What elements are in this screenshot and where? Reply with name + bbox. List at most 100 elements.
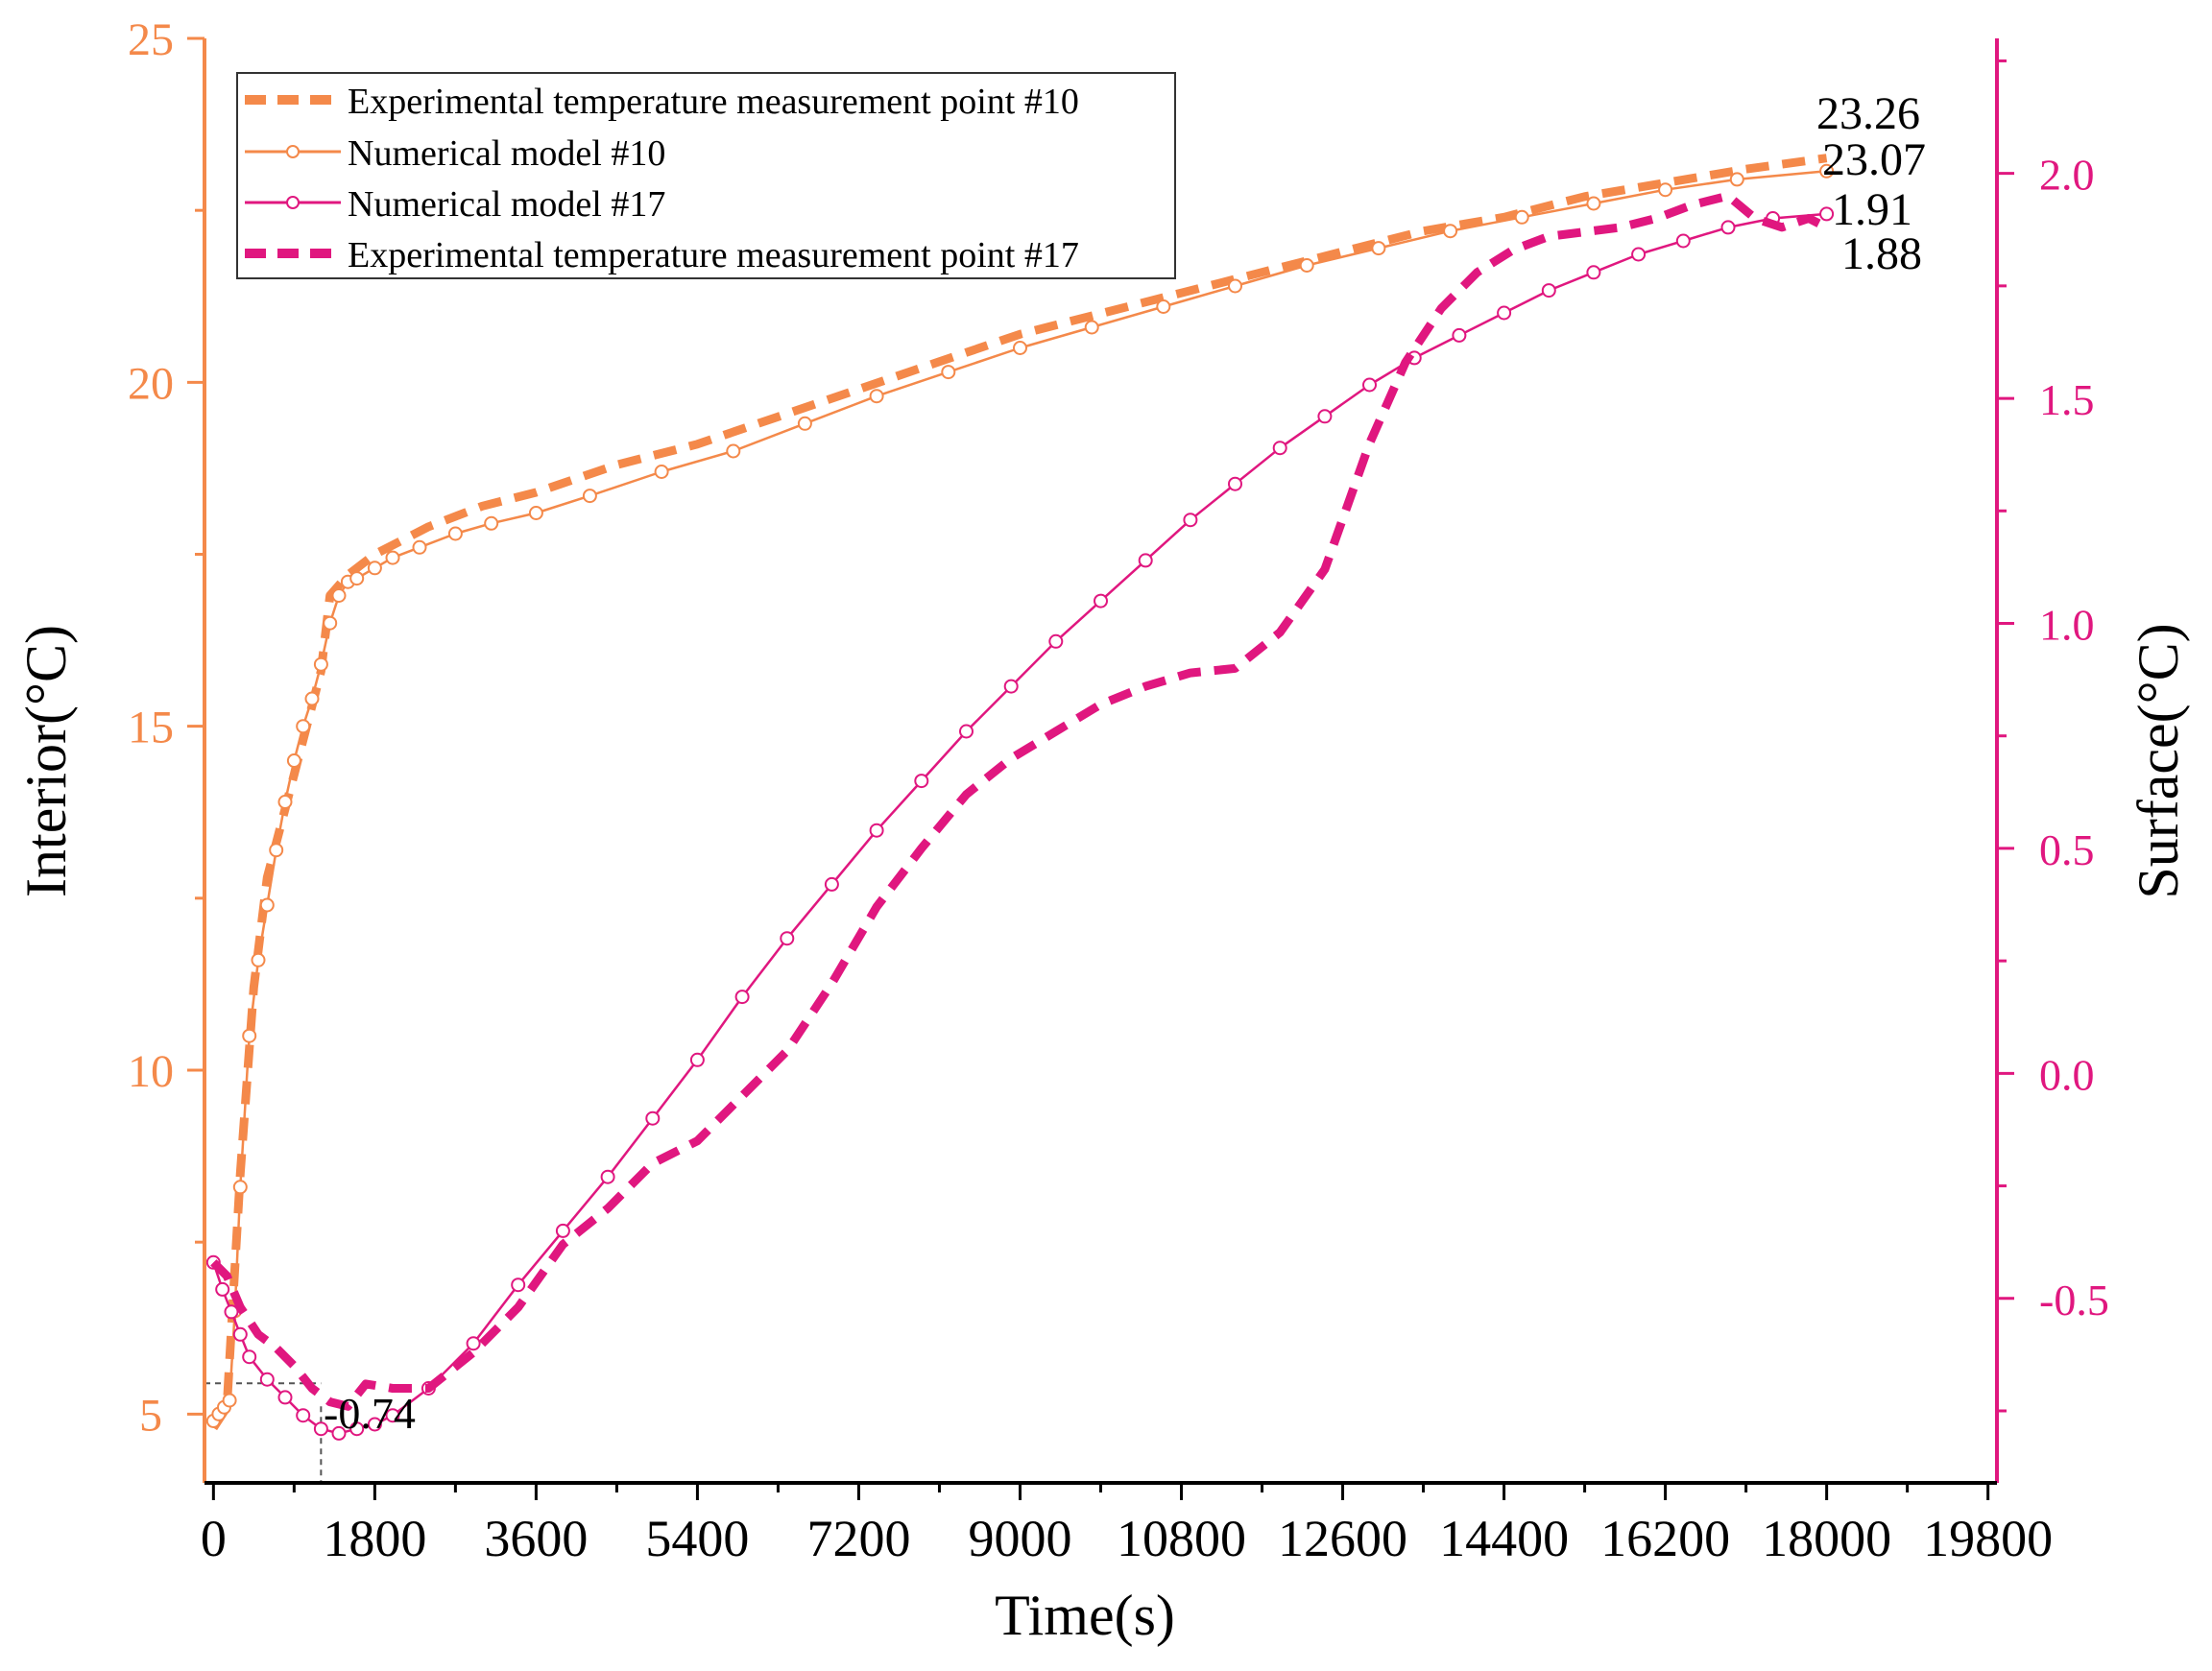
series-2-point-38 <box>1541 283 1556 298</box>
series-2-point-14 <box>466 1336 481 1351</box>
x-tick-label-2: 3600 <box>484 1510 588 1567</box>
legend-label-exp10: Experimental temperature measurement poi… <box>348 82 1079 122</box>
series-2-point-5 <box>259 1372 275 1387</box>
x-tick-label-0: 0 <box>201 1510 227 1567</box>
series-2-point-6 <box>277 1390 293 1405</box>
y-left-tick-label-1: 10 <box>128 1046 174 1097</box>
series-1-point-15 <box>323 615 338 631</box>
series-2-point-10 <box>349 1421 365 1437</box>
series-2-point-15 <box>511 1277 526 1293</box>
y-axis-right-label: Surface(°C) <box>2127 623 2190 898</box>
series-1-point-29 <box>869 389 884 404</box>
series-1-point-38 <box>1514 209 1529 225</box>
series-2-point-17 <box>600 1169 615 1184</box>
series-2-point-30 <box>1183 513 1198 528</box>
annotation-exp10-final: 23.26 <box>1816 88 1920 139</box>
series-2-point-33 <box>1317 409 1333 424</box>
y-left-tick-label-0: 5 <box>139 1390 162 1441</box>
series-1-point-19 <box>367 561 382 576</box>
y-right-tick-label-1: 0.0 <box>2039 1050 2095 1099</box>
legend-marker-num10 <box>286 145 300 158</box>
series-1-point-31 <box>1013 341 1027 355</box>
series-1-point-3 <box>222 1393 237 1408</box>
legend-marker-num17 <box>286 196 300 209</box>
legend-label-num17: Numerical model #17 <box>348 184 665 225</box>
series-2-point-27 <box>1048 633 1064 649</box>
series-2-point-20 <box>734 990 750 1005</box>
series-2-point-23 <box>869 823 884 838</box>
series-2-point-34 <box>1362 377 1377 393</box>
series-1-point-21 <box>412 539 427 555</box>
plot-area <box>204 154 1835 1483</box>
x-tick-label-8: 14400 <box>1439 1510 1569 1567</box>
series-1-point-8 <box>259 897 275 913</box>
series-1-point-22 <box>447 526 463 541</box>
series-2-point-37 <box>1497 305 1512 321</box>
annotation-num17-final: 1.91 <box>1832 184 1912 235</box>
y-right-tick-label-2: 0.5 <box>2039 825 2095 874</box>
series-1-point-25 <box>582 489 597 504</box>
series-1-point-37 <box>1443 224 1458 239</box>
x-tick-label-4: 7200 <box>806 1510 910 1567</box>
series-2-point-39 <box>1586 265 1601 280</box>
y-right-tick-label-5: 2.0 <box>2039 151 2095 200</box>
series-2-point-12 <box>385 1408 400 1423</box>
y-left-tick-label-4: 25 <box>128 14 174 65</box>
series-2-point-11 <box>367 1417 382 1432</box>
series-1-point-30 <box>941 365 956 380</box>
series-1-point-23 <box>484 515 499 531</box>
x-tick-label-10: 18000 <box>1762 1510 1891 1567</box>
series-2-point-21 <box>780 931 795 946</box>
series-1-point-26 <box>654 465 669 479</box>
series-2-point-36 <box>1452 327 1467 343</box>
y-right-tick-label-3: 1.0 <box>2039 601 2095 650</box>
x-tick-label-9: 16200 <box>1600 1510 1730 1567</box>
series-2-point-22 <box>824 876 839 892</box>
series-1-point-7 <box>251 952 266 967</box>
series-2-point-3 <box>232 1326 248 1342</box>
x-tick-label-1: 1800 <box>323 1510 426 1567</box>
y-left-tick-label-3: 20 <box>128 358 174 409</box>
series-1-point-41 <box>1729 172 1744 187</box>
series-1-point-6 <box>242 1028 257 1043</box>
y-right-tick-label-4: 1.5 <box>2039 375 2095 424</box>
annotation-minimum: -0.74 <box>324 1389 416 1438</box>
series-1-point-33 <box>1156 299 1171 314</box>
annotations: 23.26 23.07 1.91 1.88 -0.74 <box>324 88 1926 1438</box>
series-1-point-40 <box>1658 182 1673 198</box>
series-1-point-18 <box>349 571 365 586</box>
series-1-point-24 <box>528 506 543 520</box>
series-2-point-44 <box>1819 206 1835 222</box>
series-1-point-11 <box>286 753 301 768</box>
series-1-point-12 <box>296 719 311 734</box>
x-tick-label-11: 19800 <box>1923 1510 2053 1567</box>
x-tick-label-6: 10800 <box>1117 1510 1246 1567</box>
series-2-point-26 <box>1003 679 1019 694</box>
x-tick-label-3: 5400 <box>645 1510 749 1567</box>
series-1-point-34 <box>1228 278 1242 294</box>
series-1-point-13 <box>304 691 320 706</box>
series-1-point-35 <box>1299 258 1314 273</box>
series-1-point-20 <box>385 550 400 565</box>
x-tick-label-7: 12600 <box>1278 1510 1407 1567</box>
series-1-point-16 <box>331 588 347 603</box>
series-2-point-18 <box>645 1110 661 1126</box>
series-1-point-5 <box>232 1180 248 1195</box>
annotation-exp17-final: 1.88 <box>1841 228 1922 279</box>
series-1-point-27 <box>726 443 741 459</box>
x-axis-label: Time(s) <box>995 1584 1175 1647</box>
series-2-point-1 <box>215 1281 230 1297</box>
series-2-point-4 <box>242 1349 257 1365</box>
legend-label-exp17: Experimental temperature measurement poi… <box>348 235 1079 275</box>
series-2-point-9 <box>331 1425 347 1441</box>
series-2-point-2 <box>224 1304 239 1320</box>
legend-box <box>236 72 1176 279</box>
series-1-point-36 <box>1371 241 1386 256</box>
series-1-point-10 <box>277 795 293 809</box>
series-2-point-40 <box>1631 247 1647 262</box>
y-axis-left-label: Interior(°C) <box>14 625 78 897</box>
series-2-point-8 <box>313 1421 328 1437</box>
series-2-point-41 <box>1675 233 1691 249</box>
series-1-point-9 <box>269 843 284 858</box>
series-2-point-32 <box>1272 441 1287 456</box>
